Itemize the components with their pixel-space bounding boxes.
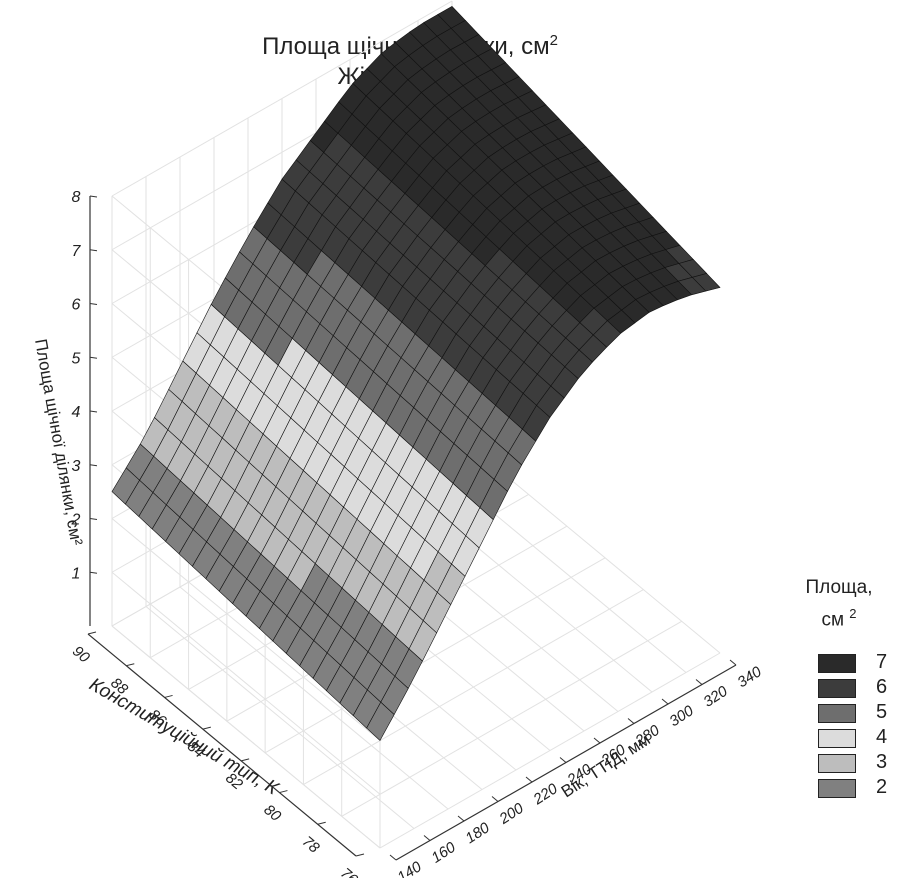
y-tick-label: 90 [69,643,93,667]
legend-swatch [818,704,856,723]
z-tick-label: 1 [72,565,81,582]
y-axis-label: Конституційний тип, К [86,674,284,800]
x-tick-mark [559,757,567,763]
legend-swatch [818,779,856,798]
legend-label: 6 [876,676,888,698]
y-tick-mark [241,758,250,762]
y-tick-label: 76 [337,865,361,878]
surface-layer [111,6,721,741]
z-tick-mark [89,464,98,467]
z-tick-label: 7 [72,243,82,260]
z-tick-mark [89,571,98,574]
y-tick-mark [87,631,97,635]
z-tick-mark [89,518,98,520]
x-tick-label: 200 [496,799,528,828]
x-tick-label: 140 [394,858,425,878]
wall-left-gridline [111,571,381,795]
z-tick-label: 6 [72,297,81,314]
x-tick-label: 160 [428,838,459,866]
x-tick-mark [729,659,737,666]
x-tick-mark [695,679,703,685]
z-tick-mark [89,410,98,413]
legend-label: 2 [876,776,888,798]
x-tick-mark [423,835,431,841]
legend-label: 5 [876,701,888,723]
z-tick-mark [89,303,98,305]
legend-swatch [818,654,856,673]
x-tick-mark [491,796,499,802]
legend-label: 3 [876,751,888,773]
x-axis-label: Вік, ТТІД, мм [558,730,654,801]
y-tick-label: 80 [260,801,284,825]
y-tick-label: 78 [299,833,323,857]
z-axis-label: Площа щічної ділянки, см² [31,337,86,547]
x-tick-label: 340 [734,663,765,691]
y-tick-mark [202,726,211,730]
legend-swatch [818,729,856,748]
z-tick-label: 8 [72,189,81,206]
x-tick-mark [661,698,669,705]
floor-gridline [111,625,381,849]
z-tick-label: 3 [72,458,81,475]
x-tick-label: 300 [666,702,697,730]
x-tick-mark [457,815,465,822]
legend-title-line2: см 2 [800,601,878,633]
legend-title-sup: 2 [849,606,857,621]
x-tick-label: 180 [462,819,493,847]
y-tick-mark [126,663,135,667]
z-tick-mark [89,356,98,359]
legend-title-line1: Площа, [805,577,873,598]
y-tick-mark [164,694,173,698]
y-tick-mark [355,853,365,857]
surface-cell [691,273,721,292]
x-tick-mark [627,718,635,724]
z-tick-label: 4 [72,404,81,421]
legend-swatch [818,679,856,698]
legend: Площа, см 2 7 6 5 4 3 2 [800,575,900,798]
x-tick-mark [593,737,601,744]
y-tick-mark [279,790,288,794]
y-tick-mark [317,821,326,825]
legend-label: 4 [876,726,888,748]
wall-left-gridline [111,518,381,741]
legend-swatch [818,754,856,773]
floor-gridline [179,586,449,810]
z-tick-label: 2 [71,512,81,529]
z-tick-label: 5 [72,350,81,367]
y-axis-line [87,633,357,857]
chart-title-sup: 2 [549,32,558,49]
legend-title-unit: см [821,609,845,631]
legend-title: Площа, см 2 [800,575,878,633]
z-tick-mark [89,249,98,252]
x-tick-label: 320 [700,682,731,710]
x-tick-mark [525,776,533,783]
x-tick-mark [389,854,397,861]
z-tick-mark [89,195,98,198]
floor-gridline [145,606,415,829]
x-tick-label: 220 [530,780,562,809]
legend-label: 7 [876,651,888,673]
